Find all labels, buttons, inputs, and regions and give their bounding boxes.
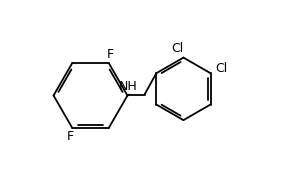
Text: F: F bbox=[107, 49, 113, 62]
Text: NH: NH bbox=[119, 79, 138, 92]
Text: F: F bbox=[67, 130, 74, 143]
Text: Cl: Cl bbox=[172, 42, 184, 55]
Text: Cl: Cl bbox=[215, 62, 227, 75]
